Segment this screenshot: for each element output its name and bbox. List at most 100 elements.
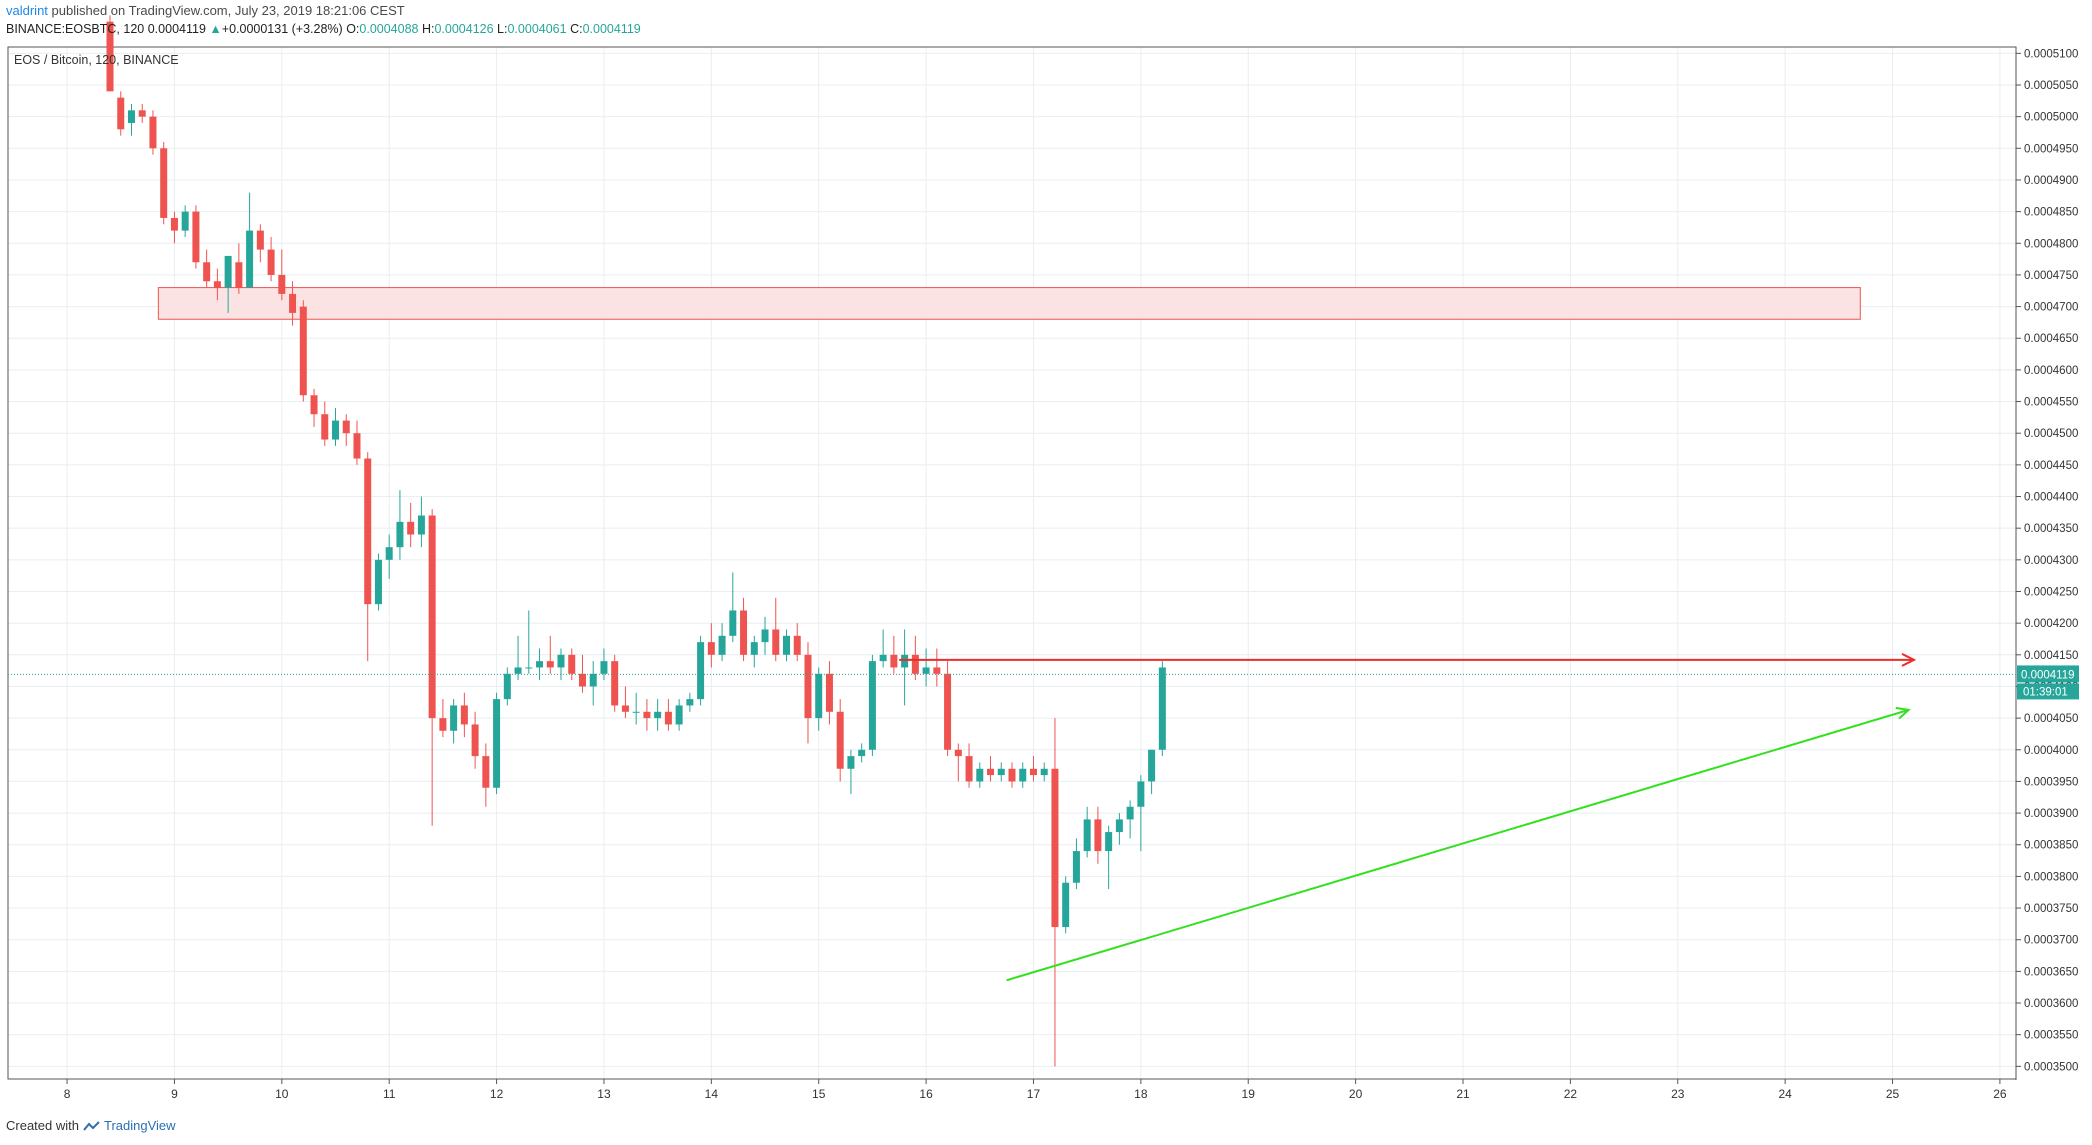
candle-body xyxy=(589,673,597,687)
candle-body xyxy=(536,661,544,668)
candle-body xyxy=(1062,882,1070,928)
candle-body xyxy=(181,211,189,231)
candle-body xyxy=(568,654,576,674)
supply-zone[interactable] xyxy=(157,287,1861,320)
candle-body xyxy=(417,515,425,535)
candle-body xyxy=(858,749,866,757)
x-tick-label: 14 xyxy=(705,1087,719,1101)
candle-body xyxy=(299,306,307,396)
candle-body xyxy=(976,768,984,782)
last-price: 0.0004119 xyxy=(147,22,206,36)
candle-body xyxy=(750,642,758,655)
x-tick-label: 25 xyxy=(1886,1087,1900,1101)
candle-body xyxy=(160,148,168,218)
candle-body xyxy=(235,262,243,288)
candle-body xyxy=(740,610,748,655)
y-tick-label: 0.0004050 xyxy=(2024,713,2078,725)
y-tick-label: 0.0004150 xyxy=(2024,650,2078,662)
candle-body xyxy=(1051,768,1059,928)
support-arrow-icon xyxy=(1895,706,1911,720)
y-tick-label: 0.0004500 xyxy=(2024,428,2078,440)
support-line-segment xyxy=(1006,708,1909,982)
countdown-tag-bg xyxy=(2017,683,2079,700)
support-line[interactable] xyxy=(1006,706,1911,982)
low-value: 0.0004061 xyxy=(507,22,567,36)
close-label: C: xyxy=(570,22,583,36)
y-tick-label: 0.0004900 xyxy=(2024,175,2078,187)
y-tick-label: 0.0003850 xyxy=(2024,840,2078,852)
y-tick-label: 0.0004550 xyxy=(2024,397,2078,409)
x-tick-label: 11 xyxy=(383,1087,396,1101)
x-tick-label: 18 xyxy=(1134,1087,1148,1101)
y-tick-label: 0.0003550 xyxy=(2024,1030,2078,1042)
candle-body xyxy=(729,610,737,636)
x-tick-label: 21 xyxy=(1456,1087,1470,1101)
candle-body xyxy=(332,420,340,440)
tradingview-link[interactable]: TradingView xyxy=(83,1118,176,1133)
x-tick-label: 9 xyxy=(171,1087,178,1101)
candle-body xyxy=(1137,781,1145,807)
y-tick-label: 0.0003650 xyxy=(2024,966,2078,978)
author-link[interactable]: valdrint xyxy=(6,3,48,18)
candles-layer xyxy=(106,15,1166,1067)
x-tick-label: 16 xyxy=(919,1087,933,1101)
y-tick-label: 0.0004300 xyxy=(2024,555,2078,567)
resistance-line[interactable] xyxy=(899,652,1917,667)
candle-body xyxy=(965,756,973,782)
candle-body xyxy=(911,654,919,674)
chart-title: EOS / Bitcoin, 120, BINANCE xyxy=(14,53,179,67)
candle-body xyxy=(213,281,221,288)
candle-body xyxy=(385,547,393,560)
x-tick-label: 8 xyxy=(64,1087,71,1101)
candle-body xyxy=(439,718,447,731)
x-tick-label: 20 xyxy=(1349,1087,1363,1101)
low-label: L: xyxy=(497,22,508,36)
candle-body xyxy=(460,705,468,725)
y-tick-label: 0.0004400 xyxy=(2024,492,2078,504)
time-axis[interactable]: 8 9 10 11 12 13 14 15 16 17 18 19 20 21 22 23 24 25 26 xyxy=(64,1079,2007,1101)
x-tick-label: 23 xyxy=(1671,1087,1685,1101)
candle-body xyxy=(321,414,329,440)
candle-body xyxy=(170,217,178,231)
y-tick-label: 0.0005100 xyxy=(2024,48,2078,60)
y-tick-label: 0.0003600 xyxy=(2024,998,2078,1010)
candle-body xyxy=(192,211,200,263)
publish-text: published on TradingView.com, July 23, 2… xyxy=(47,3,405,18)
candle-body xyxy=(793,635,801,655)
y-tick-label: 0.0004600 xyxy=(2024,365,2078,377)
x-tick-label: 19 xyxy=(1242,1087,1256,1101)
candle-body xyxy=(997,768,1005,776)
x-tick-label: 15 xyxy=(812,1087,826,1101)
y-tick-label: 0.0004250 xyxy=(2024,586,2078,598)
x-tick-label: 13 xyxy=(597,1087,611,1101)
candle-body xyxy=(353,433,361,459)
candle-body xyxy=(621,705,629,712)
candle-body xyxy=(1115,819,1123,833)
candle-body xyxy=(1148,749,1156,782)
tradingview-logo-icon xyxy=(83,1120,100,1131)
candle-body xyxy=(879,654,887,662)
candle-body xyxy=(342,420,350,434)
candle-body xyxy=(1029,768,1037,776)
candle-body xyxy=(1040,768,1048,776)
candle-body xyxy=(1105,832,1113,852)
candle-body xyxy=(310,395,318,415)
candle-body xyxy=(127,110,135,123)
candle-body xyxy=(106,21,114,92)
candle-body xyxy=(246,230,254,288)
candle-body xyxy=(138,110,146,117)
candle-body xyxy=(1126,806,1134,820)
candle-body xyxy=(686,699,694,706)
high-value: 0.0004126 xyxy=(434,22,494,36)
x-tick-label: 24 xyxy=(1778,1087,1792,1101)
y-tick-label: 0.0003750 xyxy=(2024,903,2078,915)
candle-body xyxy=(1158,667,1166,750)
y-tick-label: 0.0005000 xyxy=(2024,112,2078,124)
candle-body xyxy=(514,667,522,674)
chart-grid xyxy=(8,47,2016,1079)
price-axis[interactable]: 0.0005100 0.0005050 0.0005000 0.0004950 0.00… xyxy=(2016,48,2078,1073)
y-tick-label: 0.0004850 xyxy=(2024,207,2078,219)
candle-body xyxy=(407,521,415,535)
candle-body xyxy=(278,274,286,294)
